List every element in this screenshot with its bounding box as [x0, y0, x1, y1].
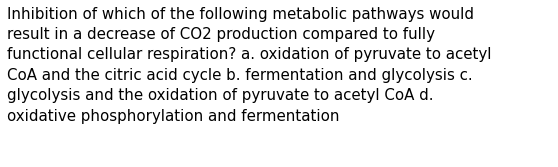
Text: Inhibition of which of the following metabolic pathways would
result in a decrea: Inhibition of which of the following met…	[7, 7, 492, 124]
